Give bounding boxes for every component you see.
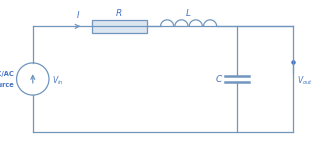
FancyBboxPatch shape: [92, 20, 147, 33]
Text: C: C: [216, 75, 222, 83]
Text: R: R: [116, 9, 122, 18]
Text: L: L: [186, 9, 191, 18]
Text: $V_{in}$: $V_{in}$: [52, 75, 64, 87]
Text: source: source: [0, 82, 14, 88]
Text: $V_{out}$: $V_{out}$: [297, 74, 313, 87]
Text: DC/AC: DC/AC: [0, 71, 14, 77]
Text: I: I: [77, 11, 79, 20]
